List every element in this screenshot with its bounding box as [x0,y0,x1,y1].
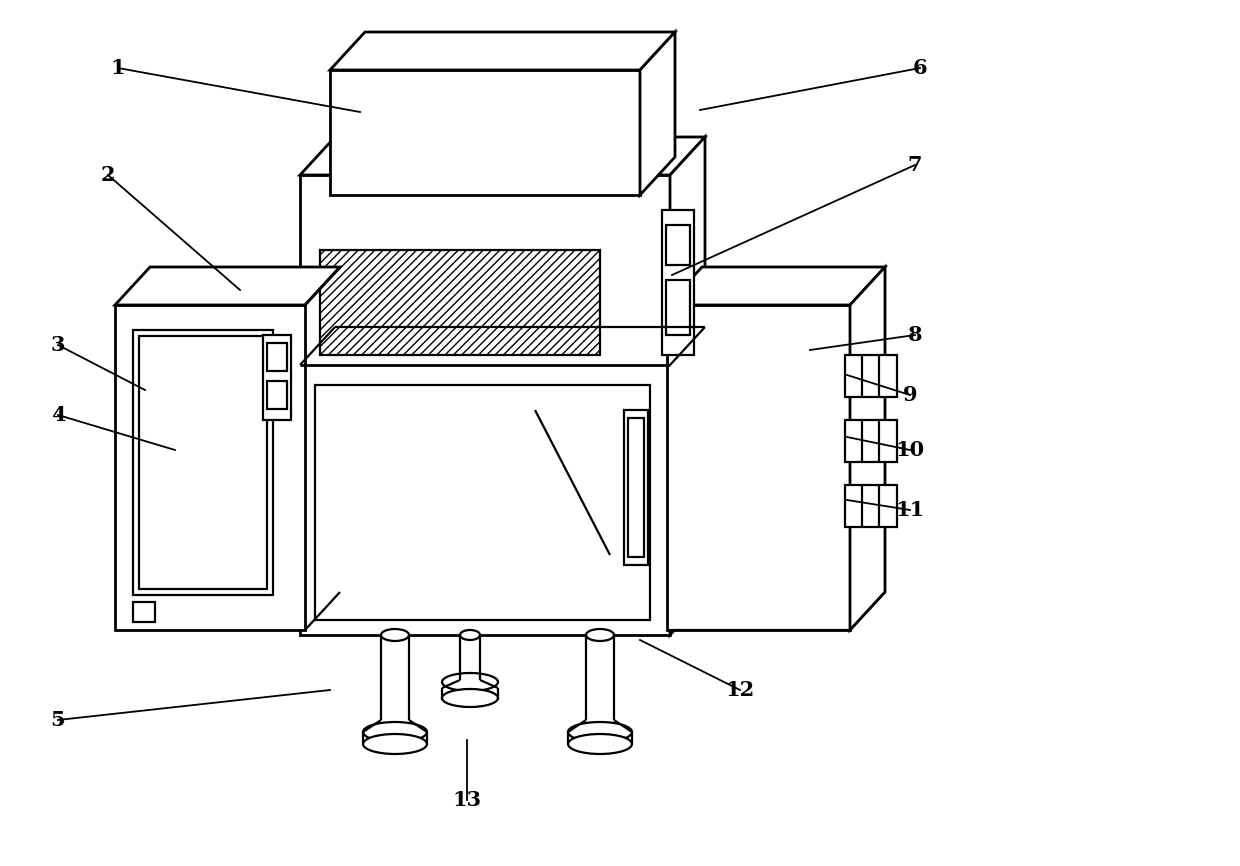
Polygon shape [115,267,340,305]
Bar [315,385,650,620]
Bar [139,336,267,589]
Ellipse shape [460,630,480,640]
Bar [666,280,689,335]
Polygon shape [670,137,706,635]
Bar [267,381,286,409]
Text: 2: 2 [100,165,115,185]
Text: 5: 5 [51,710,66,730]
Bar [320,250,600,355]
Bar [133,330,273,595]
Ellipse shape [568,722,632,742]
Polygon shape [330,32,675,70]
Bar [662,210,694,355]
Bar [267,343,286,371]
Bar [624,410,649,565]
Bar [844,355,897,397]
Text: 10: 10 [895,440,925,460]
Text: 4: 4 [51,405,66,425]
Bar [330,70,640,195]
Bar [263,335,291,420]
Polygon shape [667,267,885,305]
Bar [133,602,155,622]
Bar [666,225,689,265]
Bar [667,305,849,630]
Polygon shape [300,137,706,175]
Ellipse shape [363,722,427,742]
Ellipse shape [441,673,498,691]
Text: 3: 3 [51,335,66,355]
Text: 9: 9 [903,385,918,405]
Text: 12: 12 [725,680,755,700]
Bar [300,175,670,635]
Polygon shape [849,267,885,630]
Text: 8: 8 [908,325,923,345]
Text: 11: 11 [895,500,925,520]
Bar [844,485,897,527]
Ellipse shape [363,734,427,754]
Polygon shape [640,32,675,195]
Text: 6: 6 [913,58,928,78]
Ellipse shape [441,689,498,707]
Ellipse shape [568,734,632,754]
Bar [115,305,305,630]
Text: 7: 7 [908,155,923,175]
Text: 1: 1 [110,58,125,78]
Ellipse shape [381,629,409,641]
Text: 13: 13 [453,790,481,810]
Ellipse shape [587,629,614,641]
Bar [844,420,897,462]
Bar [627,418,644,557]
